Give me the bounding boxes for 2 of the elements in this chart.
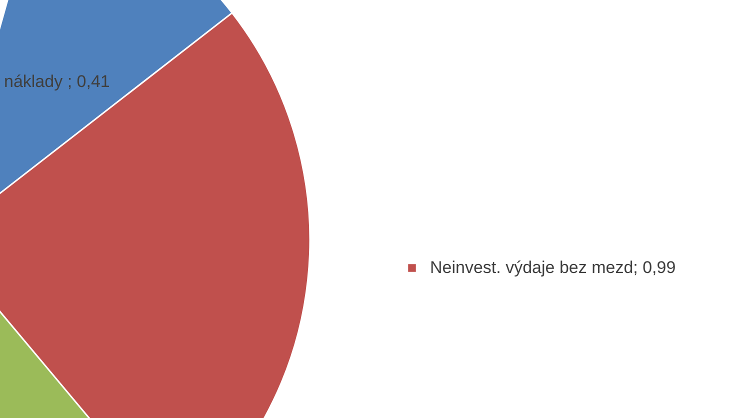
slice-label: náklady ; 0,41: [4, 72, 110, 91]
legend-label: Neinvest. výdaje bez mezd; 0,99: [430, 258, 676, 277]
